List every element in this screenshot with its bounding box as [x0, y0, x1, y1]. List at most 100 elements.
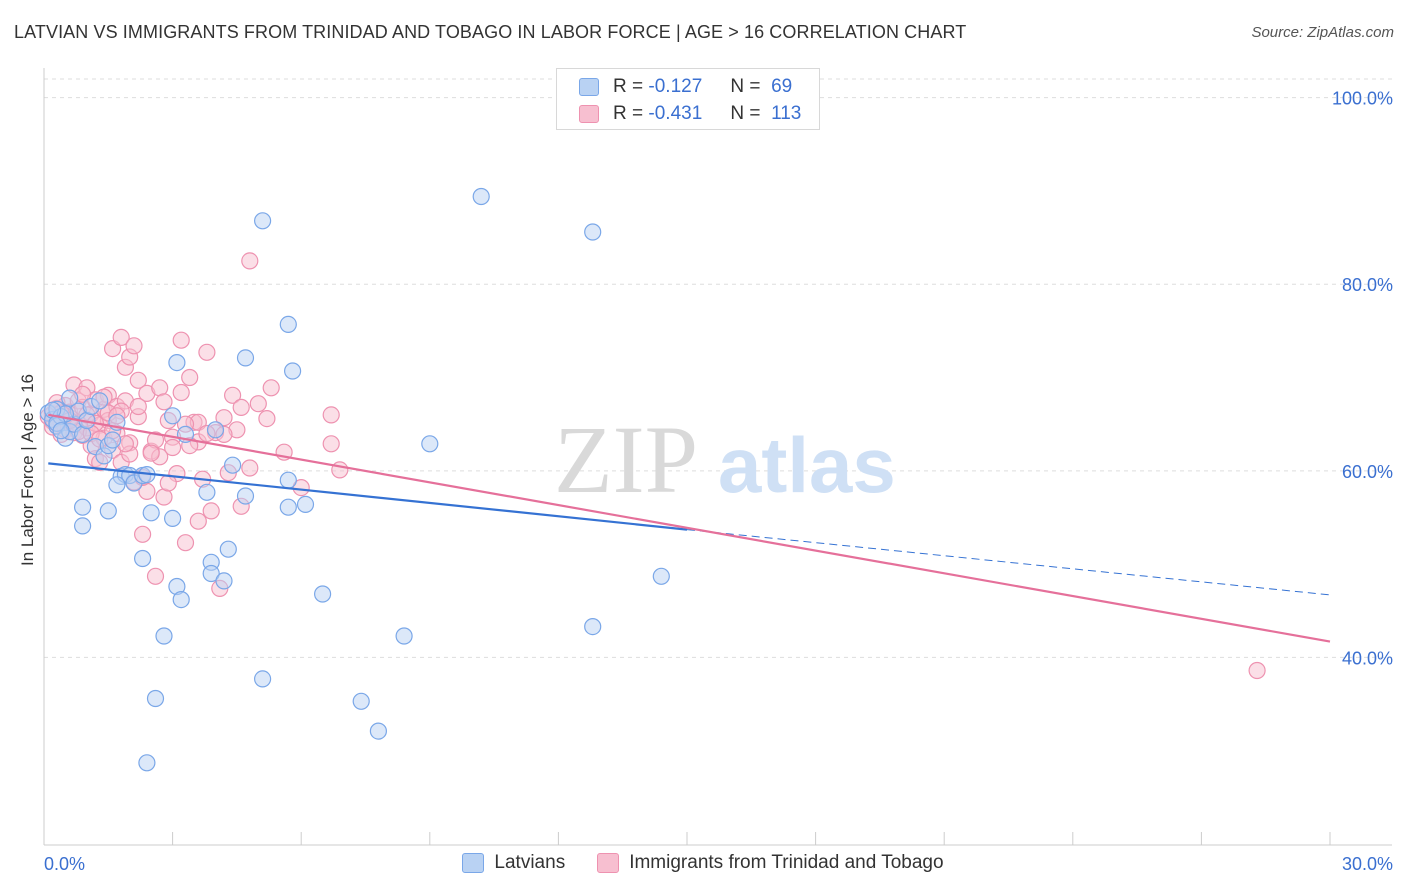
data-point-immigrants: [258, 410, 276, 428]
y-axis-label: In Labor Force | Age > 16: [18, 373, 37, 567]
data-point-immigrants: [181, 368, 199, 387]
data-point-latvians: [395, 627, 413, 645]
data-point-immigrants: [202, 502, 220, 520]
data-point-latvians: [206, 421, 225, 439]
legend-n-label: N =: [730, 103, 761, 124]
data-point-immigrants: [176, 534, 195, 552]
trend-line-latvians: [48, 462, 688, 531]
y-tick-label: 80.0%: [1342, 275, 1393, 295]
data-point-latvians: [279, 315, 297, 333]
chart-source: Source: ZipAtlas.com: [1251, 24, 1394, 41]
data-point-immigrants: [322, 406, 340, 424]
legend-r-value: -0.431: [648, 103, 703, 124]
legend-row-latvians: R = -0.127 N = 69: [579, 75, 792, 99]
data-point-latvians: [164, 407, 182, 425]
legend-swatch-pink: [579, 105, 599, 123]
data-point-immigrants: [189, 512, 207, 530]
data-point-latvians: [584, 617, 602, 636]
trend-line-latvians-extension: [686, 529, 1331, 596]
data-point-latvians: [215, 572, 233, 590]
data-point-immigrants: [241, 459, 259, 477]
series-latvians-points: [39, 187, 670, 772]
data-point-latvians: [73, 517, 92, 535]
legend-swatch-blue: [579, 78, 599, 96]
series-legend: Latvians Immigrants from Trinidad and To…: [0, 852, 1406, 874]
data-point-latvians: [314, 585, 332, 603]
legend-item-latvians[interactable]: Latvians: [462, 852, 565, 874]
data-point-immigrants: [232, 398, 250, 416]
data-point-latvians: [224, 456, 242, 474]
data-point-latvians: [164, 509, 182, 528]
trend-lines: [48, 413, 1331, 643]
data-point-immigrants: [134, 525, 152, 543]
data-point-immigrants: [129, 371, 147, 389]
data-point-immigrants: [215, 409, 233, 427]
data-point-immigrants: [198, 343, 216, 361]
legend-swatch-latvians: [462, 853, 485, 873]
data-point-latvians: [279, 498, 297, 516]
data-point-latvians: [352, 692, 370, 710]
data-point-latvians: [296, 495, 315, 513]
data-point-latvians: [168, 354, 186, 372]
data-point-latvians: [254, 212, 272, 230]
data-point-latvians: [202, 564, 220, 583]
data-point-immigrants: [172, 331, 190, 349]
legend-item-immigrants[interactable]: Immigrants from Trinidad and Tobago: [597, 852, 944, 874]
data-point-immigrants: [112, 328, 130, 346]
data-point-immigrants: [1248, 661, 1266, 680]
x-tick-label: 30.0%: [1342, 854, 1393, 874]
data-point-latvians: [421, 435, 439, 453]
y-tick-label: 60.0%: [1342, 462, 1393, 482]
y-axis-label-wrap: In Labor Force | Age > 16: [18, 374, 38, 566]
data-point-immigrants: [322, 435, 340, 453]
data-point-immigrants: [146, 567, 165, 585]
stats-legend: R = -0.127 N = 69 R = -0.431 N = 113: [556, 68, 820, 130]
data-point-latvians: [584, 223, 602, 241]
chart-title: LATVIAN VS IMMIGRANTS FROM TRINIDAD AND …: [14, 22, 967, 42]
watermark-zip: ZIP: [554, 406, 698, 513]
data-point-latvians: [172, 590, 190, 609]
data-point-latvians: [472, 187, 490, 206]
data-point-latvians: [73, 498, 92, 516]
legend-row-immigrants: R = -0.431 N = 113: [579, 102, 801, 126]
data-point-latvians: [652, 567, 670, 585]
data-point-immigrants: [224, 386, 242, 404]
y-tick-label: 100.0%: [1332, 89, 1393, 109]
data-point-latvians: [146, 689, 165, 708]
data-point-latvians: [198, 483, 216, 501]
data-point-latvians: [254, 670, 272, 688]
x-tick-label: 0.0%: [44, 854, 85, 874]
data-point-immigrants: [249, 395, 267, 413]
data-point-immigrants: [155, 393, 173, 411]
data-point-immigrants: [142, 444, 160, 462]
watermark: ZIP atlas: [554, 406, 896, 513]
data-point-immigrants: [331, 461, 349, 479]
data-point-latvians: [236, 349, 255, 367]
y-tick-label: 40.0%: [1342, 648, 1393, 668]
data-point-latvians: [138, 754, 156, 772]
trend-line-immigrants: [48, 413, 1331, 643]
data-point-immigrants: [125, 337, 143, 355]
data-point-immigrants: [262, 379, 280, 397]
data-point-latvians: [91, 392, 109, 410]
legend-n-value: 113: [771, 103, 802, 124]
data-point-latvians: [142, 504, 160, 522]
data-point-latvians: [219, 540, 237, 558]
data-point-latvians: [279, 471, 297, 489]
data-point-immigrants: [172, 383, 190, 402]
data-point-latvians: [284, 362, 302, 380]
data-point-latvians: [134, 549, 152, 568]
legend-r-value: -0.127: [648, 76, 703, 97]
legend-n-label: N =: [730, 76, 761, 97]
legend-swatch-immigrants: [597, 853, 620, 873]
legend-r-label: R =: [613, 76, 644, 97]
legend-r-label: R =: [613, 103, 644, 124]
data-point-immigrants: [164, 438, 182, 457]
legend-label-latvians: Latvians: [494, 852, 566, 873]
data-point-latvians: [369, 722, 387, 740]
data-point-latvians: [61, 389, 79, 407]
data-point-latvians: [52, 422, 70, 440]
tick-labels: 40.0% 60.0% 80.0% 100.0% 0.0% 30.0%: [44, 89, 1393, 874]
axes: [43, 68, 1392, 846]
